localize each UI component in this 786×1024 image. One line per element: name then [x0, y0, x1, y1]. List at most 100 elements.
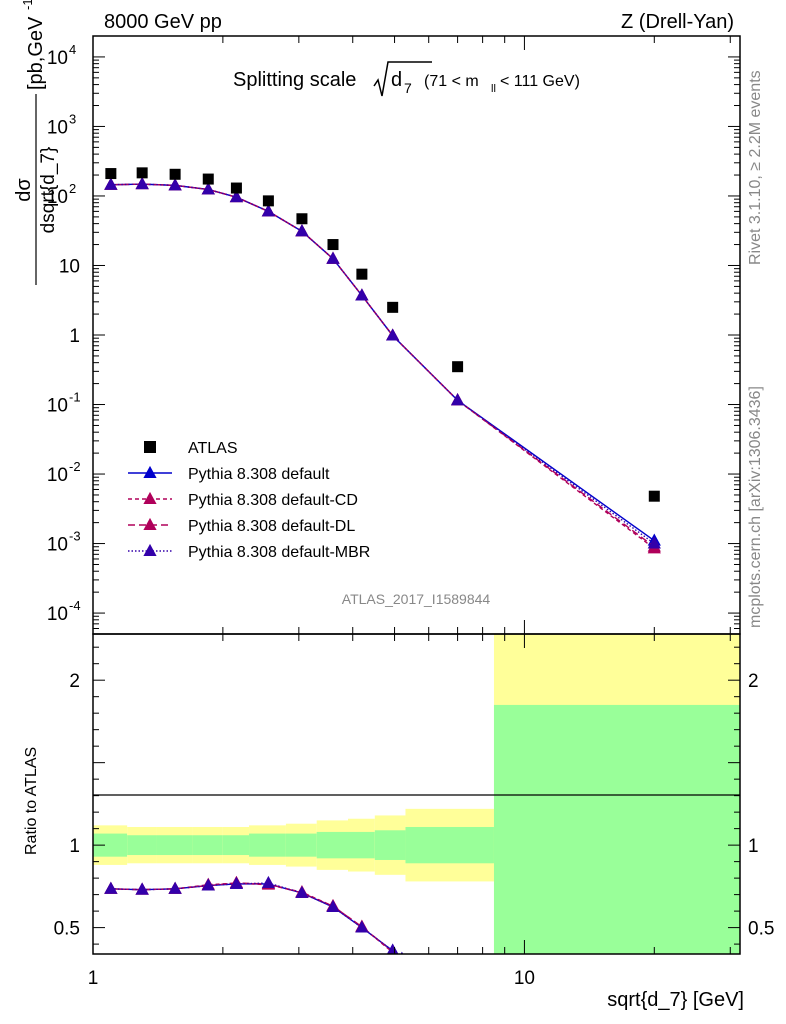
ratio-marker [135, 882, 149, 895]
title-symbol: d [391, 69, 402, 91]
ratio-y-axis: 0.5 0.5 1 1 2 2 [54, 646, 774, 945]
uncertainty-band-inner [316, 831, 348, 859]
data-point-atlas [387, 301, 399, 313]
uncertainty-band-inner [156, 835, 193, 856]
legend-marker [143, 491, 157, 504]
ratio-marker [401, 953, 403, 954]
series-marker [104, 177, 118, 190]
legend-label: Pythia 8.308 default-MBR [188, 544, 370, 561]
x-axis-label: sqrt{d_7} [GeV] [607, 989, 744, 1011]
uncertainty-band-inner [127, 835, 157, 856]
series-marker [326, 251, 340, 264]
ratio-y-tick-label-right: 0.5 [748, 919, 774, 940]
ratio-marker [104, 881, 118, 894]
ratio-plot-frame [92, 633, 741, 955]
title-cut-end: < 111 GeV) [500, 73, 580, 90]
title-symbol-sub: 7 [404, 80, 412, 96]
y-tick-label: 10 [47, 535, 68, 556]
data-point-atlas [327, 239, 339, 251]
ratio-marker [401, 953, 403, 954]
series-marker [295, 224, 309, 237]
data-point-atlas [169, 168, 181, 180]
y-tick-label: 10 [47, 396, 68, 417]
analysis-watermark: ATLAS_2017_I1589844 [342, 591, 491, 607]
uncertainty-band-inner [222, 835, 250, 856]
series-marker [386, 328, 400, 341]
ratio-line [110, 882, 397, 954]
header-right: Z (Drell-Yan) [621, 11, 734, 33]
ratio-y-tick-label: 2 [69, 671, 80, 692]
legend-label: Pythia 8.308 default-DL [188, 518, 355, 535]
series-marker [450, 393, 465, 406]
main-y-axis-label: dσ dsqrt{d_7} [pb,GeV -1 ] [13, 0, 59, 285]
ratio-marker [168, 881, 182, 894]
y-tick-label-exponent: 4 [69, 42, 76, 57]
legend-marker-atlas [144, 441, 156, 453]
y-tick-label: 10 [47, 187, 68, 208]
ratio-line [110, 882, 396, 954]
ratio-y-tick-label-right: 1 [748, 836, 759, 857]
legend-marker [143, 543, 157, 556]
data-point-atlas [296, 213, 308, 225]
header-left: 8000 GeV pp [104, 11, 222, 33]
ratio-marker [261, 875, 275, 889]
title-cut-sub: ll [491, 83, 496, 95]
ratio-y-tick-label: 0.5 [54, 919, 80, 940]
ratio-line [110, 882, 398, 954]
series-marker [201, 182, 215, 195]
uncertainty-band-inner [405, 826, 494, 864]
data-point-atlas [230, 182, 242, 194]
ratio-marker [229, 876, 244, 889]
legend-marker [143, 465, 157, 478]
series-marker [168, 178, 182, 191]
data-point-atlas [262, 195, 274, 207]
data-point-atlas [648, 490, 660, 502]
y-tick-label: 10 [47, 117, 68, 138]
mcplots-info: mcplots.cern.ch [arXiv:1306.3436] [747, 386, 764, 628]
ylabel-unit-sup: -1 [20, 0, 35, 10]
y-tick-label: 10 [47, 604, 68, 625]
y-tick-label: 1 [69, 326, 80, 347]
ratio-marker [295, 885, 309, 898]
y-tick-label: 10 [59, 256, 80, 277]
rivet-info: Rivet 3.1.10, ≥ 2.2M events [747, 70, 764, 265]
legend: ATLAS Pythia 8.308 default Pythia 8.308 de… [128, 440, 370, 561]
ratio-y-axis-label: Ratio to ATLAS [23, 747, 40, 855]
uncertainty-band-inner [285, 833, 317, 857]
y-tick-label-exponent: 3 [69, 111, 76, 126]
ratio-marker [201, 878, 215, 891]
plot-title: Splitting scale d 7 (71 < m ll < 111 GeV… [233, 61, 580, 97]
series-marker [229, 190, 244, 203]
ratio-series-group [104, 875, 404, 954]
uncertainty-band-inner [493, 704, 740, 954]
y-tick-label-exponent: -2 [69, 459, 81, 474]
ratio-y-tick-label-right: 2 [748, 671, 759, 692]
y-tick-label-exponent: -1 [69, 390, 81, 405]
legend-label: Pythia 8.308 default-CD [188, 492, 358, 509]
ylabel-numerator: dσ [13, 178, 35, 202]
ratio-marker [326, 899, 340, 912]
ylabel-unit: [pb,GeV [25, 16, 47, 90]
sqrt-symbol [373, 61, 432, 97]
uncertainty-band-inner [192, 835, 223, 856]
title-text: Splitting scale [233, 69, 356, 91]
legend-label: ATLAS [188, 440, 238, 457]
x-tick-label: 10 [514, 968, 535, 989]
ratio-y-tick-label: 1 [69, 836, 80, 857]
ratio-series [104, 875, 404, 954]
y-tick-label: 10 [47, 48, 68, 69]
x-axis: 1 10 [88, 36, 731, 989]
y-tick-label-exponent: -3 [69, 529, 81, 544]
series-marker [135, 176, 149, 190]
series-line [110, 183, 655, 545]
uncertainty-band-inner [347, 831, 375, 859]
ratio-line [110, 883, 398, 954]
data-point-atlas [136, 167, 148, 179]
ylabel-denominator: dsqrt{d_7} [38, 147, 59, 234]
x-tick-label: 1 [88, 968, 99, 989]
data-point-atlas [202, 173, 214, 185]
data-point-atlas [105, 168, 117, 180]
series-marker [647, 536, 661, 549]
